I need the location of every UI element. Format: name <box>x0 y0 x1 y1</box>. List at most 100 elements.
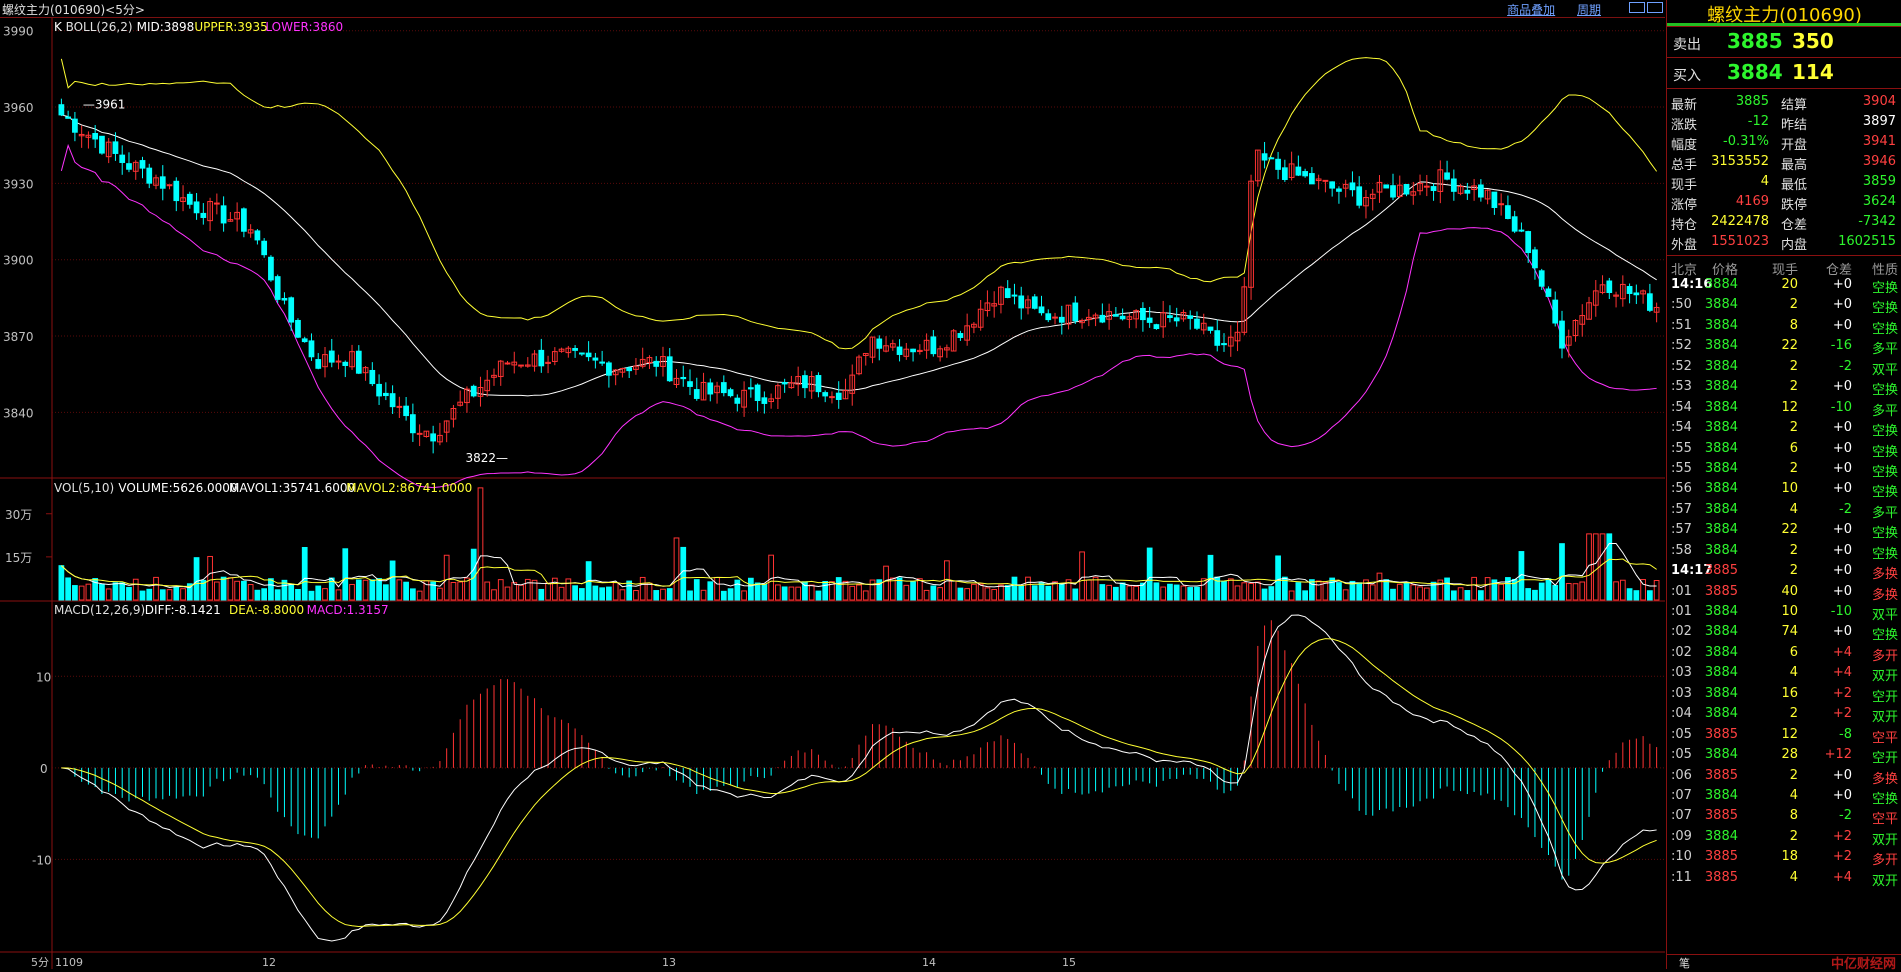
candle-body <box>207 201 213 222</box>
candle-body <box>1281 167 1288 180</box>
volume-bar <box>788 586 795 601</box>
kline-chart[interactable]: 3990 3960 3930 3900 3870 3840 30万 15万 10 0 -10 K BOL… <box>0 18 1665 969</box>
tick-oi-change: +0 <box>1832 277 1852 292</box>
tick-row[interactable]: :58 3884 2 +0 空换 <box>1667 541 1901 562</box>
volume-bar <box>714 576 720 601</box>
tick-price: 3885 <box>1704 767 1738 783</box>
candle-body <box>484 379 491 392</box>
tick-row[interactable]: :10 3885 18 +2 多开 <box>1667 847 1901 869</box>
volume-bar <box>1302 590 1308 601</box>
tick-price: 3885 <box>1704 583 1738 599</box>
volume-bar <box>342 548 349 601</box>
quote-row: 现手 4 最低 3859 <box>1667 172 1901 193</box>
candle-body <box>78 133 85 137</box>
tick-row[interactable]: :06 3885 2 +0 多换 <box>1667 766 1901 787</box>
tick-row[interactable]: :01 3884 10 -10 双平 <box>1667 602 1901 623</box>
volume-bar <box>355 579 362 601</box>
tick-row[interactable]: :50 3884 2 +0 空换 <box>1667 295 1901 316</box>
candle-body <box>65 116 72 119</box>
chart-area[interactable]: 3990 3960 3930 3900 3870 3840 30万 15万 10 0 -10 K BOL… <box>0 18 1665 969</box>
tick-row[interactable]: 14:16 3884 20 +0 空换 <box>1667 275 1901 296</box>
tick-row[interactable]: :57 3884 22 +0 空换 <box>1667 520 1901 541</box>
tick-row[interactable]: :57 3884 4 -2 多平 <box>1667 500 1901 521</box>
tick-row[interactable]: :55 3884 6 +0 空换 <box>1667 439 1901 460</box>
tick-price: 3884 <box>1704 399 1738 415</box>
volume-bar <box>234 580 240 601</box>
volume-bar <box>1281 576 1288 601</box>
candle-body <box>443 420 450 433</box>
volume-bar <box>1592 533 1599 601</box>
candle-body <box>355 350 362 374</box>
tick-oi-change: +0 <box>1832 542 1852 558</box>
tick-tab[interactable]: 笔 <box>1679 957 1690 970</box>
volume-bar <box>1498 583 1505 601</box>
tick-row[interactable]: :51 3884 8 +0 空换 <box>1667 316 1901 337</box>
tick-row[interactable]: 14:17 3885 2 +0 多换 <box>1667 561 1901 582</box>
candle-body <box>869 336 876 358</box>
tick-row[interactable]: :03 3884 4 +4 双开 <box>1667 663 1901 684</box>
tick-volume: 2 <box>1789 563 1798 579</box>
price-tick-label: 3990 <box>3 25 34 39</box>
candle-body <box>720 382 727 394</box>
tick-list[interactable]: 14:16 3884 20 +0 空换:50 3884 2 +0 空换:51 3884 8 +0 空换:… <box>1667 275 1901 889</box>
candle-body <box>896 346 903 355</box>
candle-body <box>1552 299 1559 324</box>
close-icon[interactable] <box>1647 2 1663 13</box>
volume-bar <box>1288 590 1295 601</box>
candle-body <box>1315 178 1322 182</box>
tick-row[interactable]: :11 3885 4 +4 双开 <box>1667 868 1901 889</box>
volume-bar <box>1390 588 1396 601</box>
macd-legend-item: DEA:-8.8000 <box>229 603 304 617</box>
tick-row[interactable]: :52 3884 22 -16 多平 <box>1667 336 1901 357</box>
candle-body <box>1633 292 1640 296</box>
tick-row[interactable]: :54 3884 12 -10 多平 <box>1667 398 1901 419</box>
watermark: 中亿财经网 <box>1830 957 1896 972</box>
tick-nature: 空开 <box>1871 689 1898 705</box>
tick-row[interactable]: :07 3885 8 -2 空平 <box>1667 806 1901 827</box>
volume-bar <box>930 585 937 601</box>
ticks-header-time: 北京 <box>1671 263 1698 278</box>
candle-body <box>538 349 545 367</box>
candle-body <box>991 303 998 307</box>
tick-nature: 双开 <box>1871 710 1898 726</box>
tick-row[interactable]: :03 3884 16 +2 空开 <box>1667 684 1901 705</box>
candle-body <box>1653 306 1660 313</box>
volume-bar <box>1227 578 1234 601</box>
tick-row[interactable]: :07 3884 4 +0 空换 <box>1667 786 1901 807</box>
tick-row[interactable]: :56 3884 10 +0 空换 <box>1667 479 1901 500</box>
tick-row[interactable]: :54 3884 2 +0 空换 <box>1667 418 1901 439</box>
tick-row[interactable]: :02 3884 74 +0 空换 <box>1667 622 1901 643</box>
candle-body <box>1444 172 1450 180</box>
volume-legend-item: VOL(5,10) <box>54 481 114 495</box>
tick-row[interactable]: :04 3884 2 +2 双开 <box>1667 704 1901 726</box>
candle-body <box>1329 181 1336 189</box>
restore-icon[interactable] <box>1629 2 1645 13</box>
tick-row[interactable]: :55 3884 2 +0 空换 <box>1667 459 1901 480</box>
candle-body <box>369 369 376 385</box>
candle-body <box>626 367 633 372</box>
tick-nature: 多开 <box>1871 853 1898 869</box>
candle-body <box>1227 336 1234 347</box>
volume-bar <box>511 582 518 601</box>
volume-bar <box>308 590 315 601</box>
period-link[interactable]: 周期 <box>1576 3 1601 17</box>
tick-row[interactable]: :52 3884 2 -2 双平 <box>1667 357 1901 378</box>
tick-row[interactable]: :05 3884 28 +12 空开 <box>1667 745 1901 766</box>
candle-body <box>1309 173 1315 185</box>
candle-body <box>416 432 423 435</box>
candle-body <box>1606 280 1613 293</box>
tick-row[interactable]: :01 3885 40 +0 多换 <box>1667 582 1901 603</box>
candle-body <box>984 302 991 312</box>
tick-volume: 40 <box>1781 583 1798 599</box>
tick-row[interactable]: :09 3884 2 +2 双开 <box>1667 827 1901 848</box>
tick-volume: 8 <box>1789 808 1798 824</box>
volume-bar <box>565 578 572 601</box>
candle-body <box>1417 182 1423 192</box>
candle-body <box>1254 149 1261 182</box>
overlay-commodity-link[interactable]: 商品叠加 <box>1507 3 1556 17</box>
volume-tick-label: 15万 <box>5 551 32 565</box>
volume-bar <box>335 589 342 601</box>
tick-row[interactable]: :53 3884 2 +0 空换 <box>1667 377 1901 398</box>
tick-row[interactable]: :05 3885 12 -8 空平 <box>1667 725 1901 746</box>
tick-row[interactable]: :02 3884 6 +4 多开 <box>1667 643 1901 664</box>
